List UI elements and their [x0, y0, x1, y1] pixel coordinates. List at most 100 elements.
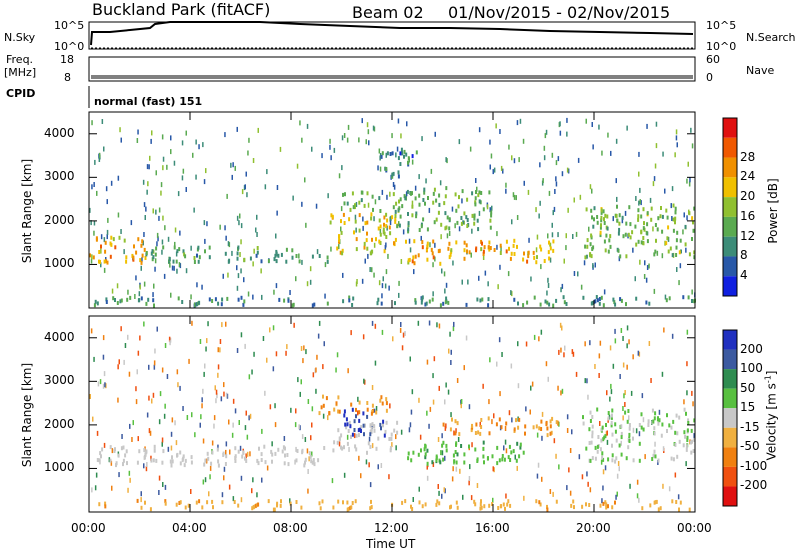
noise-cell: [371, 443, 374, 449]
data-cell: [455, 240, 458, 245]
noise-cell: [111, 288, 114, 294]
data-cell: [384, 166, 387, 171]
data-cell: [538, 500, 541, 505]
data-cell: [504, 506, 506, 511]
data-cell: [426, 227, 429, 232]
data-cell: [144, 256, 147, 260]
data-cell: [640, 240, 643, 245]
data-cell: [431, 251, 434, 256]
data-cell: [601, 455, 604, 460]
data-cell: [552, 248, 555, 253]
noise-cell: [417, 320, 420, 326]
data-cell: [425, 301, 428, 306]
data-cell: [145, 301, 148, 306]
data-cell: [411, 204, 414, 209]
noise-cell: [381, 293, 383, 299]
data-cell: [153, 448, 156, 453]
noise-cell: [264, 390, 266, 396]
noise-cell: [111, 485, 113, 491]
data-cell: [432, 200, 435, 205]
noise-cell: [547, 283, 550, 288]
data-cell: [292, 302, 295, 307]
noise-cell: [450, 412, 452, 418]
data-cell: [456, 505, 459, 510]
data-cell: [104, 504, 107, 509]
noise-cell: [450, 360, 452, 365]
data-cell: [140, 505, 143, 510]
data-cell: [686, 428, 689, 433]
noise-cell: [311, 422, 313, 428]
noise-cell: [363, 378, 365, 384]
data-cell: [421, 295, 424, 300]
noise-cell: [428, 423, 430, 429]
noise-cell: [522, 138, 525, 144]
data-cell: [422, 198, 425, 202]
data-cell: [141, 253, 144, 258]
data-cell: [279, 503, 282, 508]
noise-cell: [624, 390, 626, 395]
noise-cell: [269, 404, 272, 410]
noise-cell: [408, 427, 411, 433]
data-cell: [124, 453, 127, 458]
data-cell: [418, 228, 421, 232]
data-cell: [588, 427, 591, 432]
data-cell: [405, 239, 407, 244]
data-cell: [234, 454, 237, 459]
nsearch-hi-tick: 10^5: [706, 19, 737, 32]
data-cell: [448, 226, 451, 231]
data-cell: [152, 458, 155, 463]
data-cell: [628, 439, 631, 443]
noise-cell: [594, 364, 596, 369]
data-cell: [104, 240, 107, 245]
noise-cell: [400, 429, 403, 435]
data-cell: [323, 446, 326, 450]
noise-cell: [221, 322, 223, 328]
data-cell: [599, 447, 602, 452]
noise-cell: [559, 130, 562, 136]
data-cell: [104, 501, 107, 506]
noise-cell: [301, 259, 303, 265]
noise-cell: [426, 359, 429, 365]
data-cell: [420, 224, 423, 229]
data-cell: [401, 500, 404, 505]
noise-cell: [102, 335, 105, 341]
data-cell: [609, 244, 612, 249]
data-cell: [540, 247, 543, 252]
noise-cell: [505, 182, 507, 188]
data-cell: [175, 259, 178, 264]
data-cell: [105, 300, 108, 304]
noise-cell: [100, 248, 102, 254]
x-axis-label: Time UT: [366, 537, 416, 551]
data-cell: [628, 205, 631, 210]
noise-cell: [453, 321, 455, 327]
data-cell: [355, 247, 358, 252]
data-cell: [604, 434, 607, 439]
noise-cell: [547, 277, 549, 283]
data-cell: [555, 298, 558, 303]
noise-cell: [142, 179, 145, 185]
data-cell: [256, 250, 259, 255]
data-cell: [351, 191, 354, 196]
noise-cell: [160, 190, 162, 196]
noise-cell: [150, 455, 152, 461]
noise-cell: [616, 473, 619, 479]
noise-cell: [297, 377, 299, 383]
data-cell: [598, 301, 601, 306]
data-cell: [589, 242, 592, 247]
data-cell: [240, 295, 243, 300]
noise-cell: [271, 441, 273, 447]
noise-cell: [685, 247, 687, 253]
data-cell: [479, 502, 482, 507]
data-cell: [618, 227, 621, 232]
data-cell: [684, 434, 687, 439]
noise-cell: [436, 322, 438, 328]
data-cell: [376, 301, 379, 306]
data-cell: [618, 213, 621, 218]
data-cell: [483, 460, 485, 465]
data-cell: [597, 435, 600, 439]
noise-cell: [622, 362, 625, 368]
data-cell: [378, 218, 381, 223]
noise-cell: [182, 406, 184, 411]
data-cell: [287, 462, 290, 467]
noise-cell: [384, 283, 387, 289]
